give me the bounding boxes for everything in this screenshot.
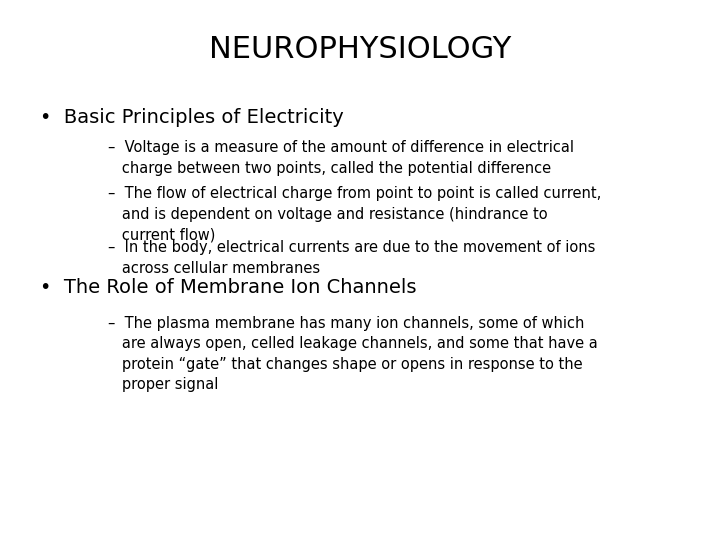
Text: –  Voltage is a measure of the amount of difference in electrical: – Voltage is a measure of the amount of …	[108, 140, 574, 156]
Text: current flow): current flow)	[108, 227, 215, 242]
Text: –  The plasma membrane has many ion channels, some of which: – The plasma membrane has many ion chann…	[108, 316, 585, 331]
Text: and is dependent on voltage and resistance (hindrance to: and is dependent on voltage and resistan…	[108, 207, 548, 222]
Text: proper signal: proper signal	[108, 377, 218, 393]
Text: are always open, celled leakage channels, and some that have a: are always open, celled leakage channels…	[108, 336, 598, 352]
Text: –  The flow of electrical charge from point to point is called current,: – The flow of electrical charge from poi…	[108, 186, 601, 201]
Text: charge between two points, called the potential difference: charge between two points, called the po…	[108, 161, 551, 176]
Text: protein “gate” that changes shape or opens in response to the: protein “gate” that changes shape or ope…	[108, 357, 582, 372]
Text: –  In the body, electrical currents are due to the movement of ions: – In the body, electrical currents are d…	[108, 240, 595, 255]
Text: across cellular membranes: across cellular membranes	[108, 261, 320, 276]
Text: •  The Role of Membrane Ion Channels: • The Role of Membrane Ion Channels	[40, 278, 416, 297]
Text: •  Basic Principles of Electricity: • Basic Principles of Electricity	[40, 108, 343, 127]
Text: NEUROPHYSIOLOGY: NEUROPHYSIOLOGY	[209, 35, 511, 64]
